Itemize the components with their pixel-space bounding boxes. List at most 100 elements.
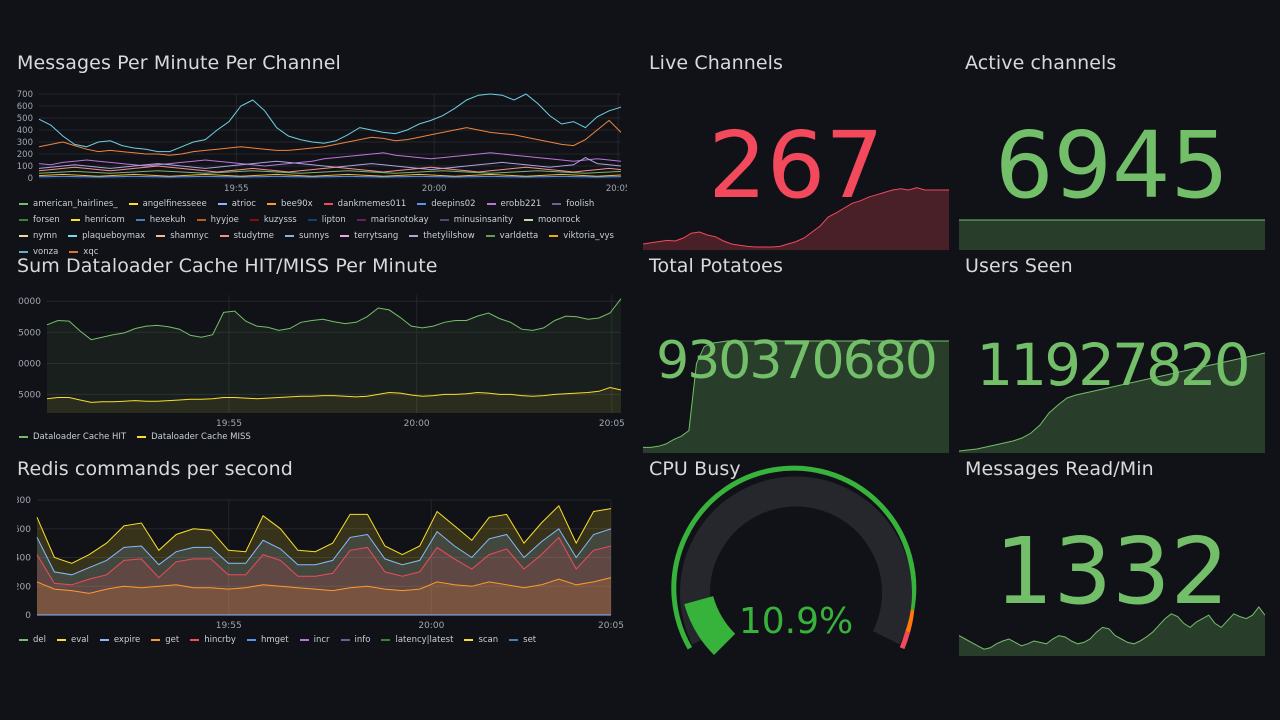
legend-item[interactable]: dankmemes011 bbox=[323, 196, 407, 212]
legend-item[interactable]: hexekuh bbox=[135, 212, 186, 228]
sparkline-line bbox=[643, 187, 949, 248]
redis-chart[interactable]: 0 200 400 600 800 19:55 20:00 20:05 bbox=[17, 492, 627, 634]
panel-title[interactable]: Active channels bbox=[965, 52, 1117, 74]
panel-title[interactable]: Sum Dataloader Cache HIT/MISS Per Minute bbox=[17, 255, 438, 277]
legend-item[interactable]: moonrock bbox=[524, 212, 580, 228]
legend-label: varldetta bbox=[499, 231, 539, 241]
legend-label: dankmemes011 bbox=[337, 199, 407, 209]
messages-chart[interactable]: 0 100 200 300 400 500 600 700 19:55 20:00 20:05 bbox=[17, 86, 627, 196]
panel-title[interactable]: Messages Per Minute Per Channel bbox=[17, 52, 341, 74]
gauge-threshold-green bbox=[671, 465, 917, 650]
legend-item[interactable]: american_hairlines_ bbox=[19, 196, 118, 212]
panel-title[interactable]: CPU Busy bbox=[649, 458, 741, 480]
legend-item[interactable]: deepins02 bbox=[417, 196, 476, 212]
legend-item[interactable]: sunnys bbox=[285, 228, 329, 244]
series-line bbox=[38, 157, 622, 171]
legend-item[interactable]: xqc bbox=[69, 244, 98, 260]
series-line bbox=[38, 93, 622, 153]
chart-legend: Dataloader Cache HIT Dataloader Cache MIS… bbox=[19, 429, 625, 445]
legend-item[interactable]: foolish bbox=[552, 196, 594, 212]
legend-item[interactable]: forsen bbox=[19, 212, 60, 228]
legend-item[interactable]: angelfinesseee bbox=[128, 196, 207, 212]
legend-item[interactable]: vonza bbox=[19, 244, 58, 260]
live-channels-sparkline bbox=[643, 187, 949, 250]
legend-swatch bbox=[417, 202, 427, 205]
legend-item[interactable]: Dataloader Cache HIT bbox=[19, 429, 126, 445]
legend-swatch bbox=[156, 234, 166, 237]
legend-swatch bbox=[381, 638, 391, 641]
legend-item[interactable]: latency|latest bbox=[381, 632, 453, 648]
legend-label: angelfinesseee bbox=[142, 199, 207, 209]
legend-item[interactable]: lipton bbox=[307, 212, 346, 228]
legend-item[interactable]: minusinsanity bbox=[439, 212, 513, 228]
legend-swatch bbox=[307, 218, 317, 221]
legend-item[interactable]: henricom bbox=[70, 212, 125, 228]
legend-item[interactable]: eval bbox=[57, 632, 89, 648]
panel-title[interactable]: Redis commands per second bbox=[17, 458, 293, 480]
legend-item[interactable]: varldetta bbox=[485, 228, 539, 244]
legend-item[interactable]: terrytsang bbox=[340, 228, 398, 244]
legend-label: kuzysss bbox=[263, 215, 297, 225]
panel-redis-commands: Redis commands per second 0 200 400 600 800 1… bbox=[17, 458, 627, 653]
sparkline-area bbox=[643, 187, 949, 250]
legend-item[interactable]: Dataloader Cache MISS bbox=[137, 429, 251, 445]
cpu-busy-value: 10.9% bbox=[738, 601, 854, 642]
y-tick-label: 15000 bbox=[17, 328, 41, 338]
users-seen-value: 11927820 bbox=[976, 331, 1250, 399]
legend-item[interactable]: hyyjoe bbox=[196, 212, 239, 228]
live-channels-value: 267 bbox=[708, 112, 884, 219]
legend-item[interactable]: scan bbox=[464, 632, 498, 648]
legend-item[interactable]: viktoria_vys bbox=[549, 228, 614, 244]
y-tick-label: 0 bbox=[28, 174, 33, 184]
panel-title[interactable]: Live Channels bbox=[649, 52, 784, 74]
series-line bbox=[46, 386, 622, 403]
legend-item[interactable]: marisnotokay bbox=[356, 212, 429, 228]
legend-label: viktoria_vys bbox=[563, 231, 614, 241]
legend-swatch bbox=[340, 234, 350, 237]
legend-item[interactable]: hincrby bbox=[190, 632, 236, 648]
legend-item[interactable]: set bbox=[509, 632, 536, 648]
legend-swatch bbox=[19, 638, 28, 641]
x-tick-label: 20:05 bbox=[599, 419, 625, 429]
panel-active-channels: Active channels 6945 bbox=[959, 52, 1265, 250]
legend-label: eval bbox=[71, 635, 89, 645]
legend-label: expire bbox=[113, 635, 141, 645]
legend-swatch bbox=[356, 218, 366, 221]
legend-item[interactable]: bee90x bbox=[266, 196, 313, 212]
legend-item[interactable]: studytme bbox=[219, 228, 274, 244]
series-line bbox=[38, 152, 622, 167]
sparkline-line bbox=[959, 606, 1265, 650]
panel-users-seen: Users Seen 11927820 bbox=[959, 255, 1265, 453]
legend-item[interactable]: thetylilshow bbox=[409, 228, 475, 244]
legend-item[interactable]: info bbox=[340, 632, 370, 648]
legend-label: scan bbox=[478, 635, 499, 645]
legend-item[interactable]: del bbox=[19, 632, 46, 648]
panel-title[interactable]: Messages Read/Min bbox=[965, 458, 1154, 480]
legend-swatch bbox=[151, 638, 161, 641]
sparkline-area bbox=[959, 353, 1265, 453]
legend-item[interactable]: incr bbox=[299, 632, 330, 648]
legend-swatch bbox=[524, 218, 534, 221]
legend-item[interactable]: shamnyc bbox=[156, 228, 209, 244]
legend-item[interactable]: hmget bbox=[246, 632, 289, 648]
legend-item[interactable]: erobb221 bbox=[486, 196, 541, 212]
sparkline-line bbox=[643, 340, 949, 448]
series-line bbox=[38, 165, 622, 173]
legend-item[interactable]: kuzysss bbox=[249, 212, 297, 228]
legend-label: hexekuh bbox=[149, 215, 186, 225]
legend-item[interactable]: plaqueboymax bbox=[68, 228, 145, 244]
legend-swatch bbox=[190, 638, 200, 641]
legend-item[interactable]: atrioc bbox=[217, 196, 256, 212]
series-area bbox=[37, 537, 611, 615]
panel-title[interactable]: Total Potatoes bbox=[649, 255, 783, 277]
x-tick-label: 20:05 bbox=[606, 184, 627, 194]
sparkline-area bbox=[959, 607, 1265, 656]
legend-label: sunnys bbox=[299, 231, 330, 241]
cache-chart[interactable]: 5000 10000 15000 20000 19:55 20:00 20:05 bbox=[17, 289, 627, 431]
legend-item[interactable]: expire bbox=[99, 632, 141, 648]
legend-item[interactable]: get bbox=[151, 632, 179, 648]
panel-title[interactable]: Users Seen bbox=[965, 255, 1073, 277]
legend-label: thetylilshow bbox=[423, 231, 475, 241]
legend-item[interactable]: nymn bbox=[19, 228, 57, 244]
legend-swatch bbox=[485, 234, 495, 237]
